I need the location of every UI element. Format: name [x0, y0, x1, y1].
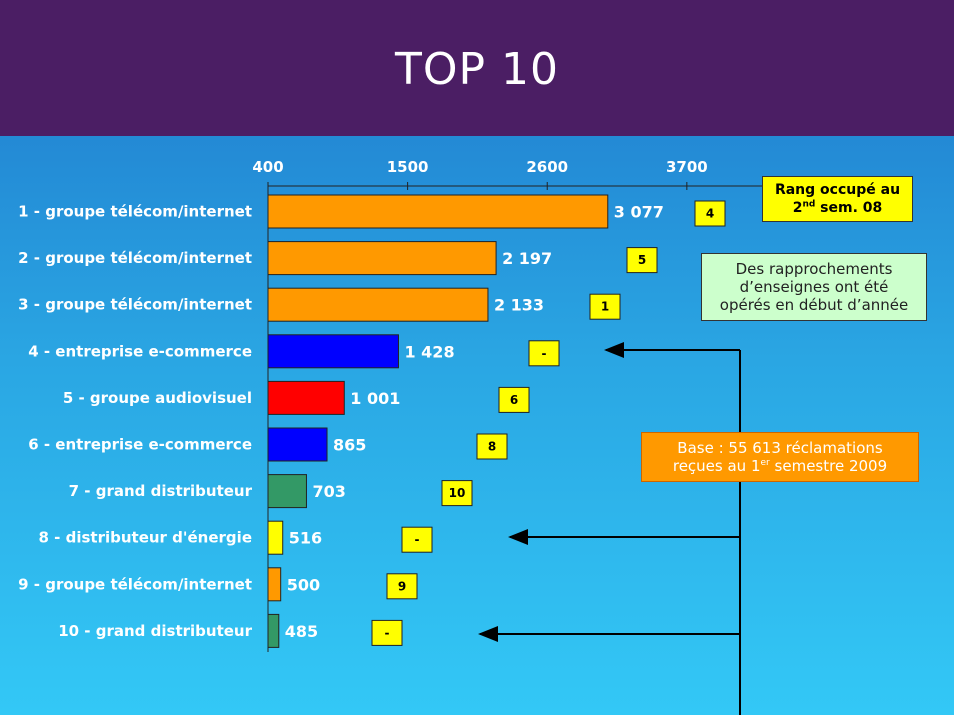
value-label: 1 428: [404, 342, 454, 361]
rank-header-box: Rang occupé au 2nd sem. 08: [762, 176, 913, 222]
bar: [267, 334, 399, 369]
base-line2: reçues au 1er semestre 2009: [672, 457, 888, 475]
bar: [267, 474, 307, 509]
rank-label: 4: [706, 207, 714, 221]
value-label: 703: [312, 482, 345, 501]
title-banner: TOP 10: [0, 0, 954, 136]
rank-label: -: [542, 346, 547, 360]
rank-badge: [589, 293, 621, 320]
rank-badge: [626, 247, 658, 274]
category-label: 10 - grand distributeur: [58, 622, 252, 640]
rank-badge: [401, 526, 433, 553]
rank-label: -: [385, 626, 390, 640]
rank-label: 9: [398, 579, 406, 593]
value-label: 500: [287, 575, 320, 594]
connector-arrows: [478, 342, 741, 715]
x-tick-label: 400: [252, 158, 283, 176]
rank-label: 5: [638, 253, 646, 267]
x-tick-label: 2600: [526, 158, 568, 176]
rank-label: 6: [510, 393, 518, 407]
base-line1: Base : 55 613 réclamations: [677, 439, 883, 457]
category-label: 6 - entreprise e-commerce: [28, 436, 252, 454]
bar: [267, 194, 609, 229]
value-label: 3 077: [614, 203, 664, 222]
category-label: 2 - groupe télécom/internet: [18, 249, 252, 267]
bar: [267, 287, 489, 322]
x-tick-label: 3700: [666, 158, 708, 176]
bar: [267, 241, 497, 276]
rank-badge: [498, 386, 530, 413]
rank-badge: [386, 573, 418, 600]
category-label: 4 - entreprise e-commerce: [28, 342, 252, 360]
rank-label: 10: [449, 486, 466, 500]
value-label: 865: [333, 436, 366, 455]
base-note-box: Base : 55 613 réclamations reçues au 1er…: [641, 432, 919, 482]
rank-label: 8: [488, 440, 496, 454]
value-label: 2 197: [502, 249, 552, 268]
rank-badge: [441, 480, 473, 507]
value-label: 1 001: [350, 389, 400, 408]
rank-badge: [371, 619, 403, 646]
bar: [267, 520, 284, 555]
note-line1: Des rapprochements: [735, 260, 893, 278]
rank-header-line1: Rang occupé au: [774, 182, 901, 198]
rank-label: -: [415, 533, 420, 547]
category-label: 5 - groupe audiovisuel: [63, 389, 252, 407]
bar: [267, 567, 282, 602]
rank-badge: [694, 200, 726, 227]
value-label: 516: [289, 529, 322, 548]
note-line2: d’enseignes ont été: [739, 278, 889, 296]
chart-title: TOP 10: [394, 44, 560, 95]
category-label: 1 - groupe télécom/internet: [18, 203, 252, 221]
x-tick-label: 1500: [387, 158, 429, 176]
rank-label: 1: [601, 300, 609, 314]
category-label: 8 - distributeur d'énergie: [39, 529, 253, 547]
bar: [267, 613, 280, 648]
rank-header-line2: 2nd sem. 08: [792, 199, 883, 216]
rank-badge: [528, 340, 560, 367]
rank-badge: [476, 433, 508, 460]
value-label: 2 133: [494, 296, 544, 315]
merger-note-box: Des rapprochements d’enseignes ont été o…: [701, 253, 927, 321]
value-label: 485: [285, 622, 318, 641]
bar: [267, 427, 328, 462]
bar: [267, 380, 345, 415]
category-label: 3 - groupe télécom/internet: [18, 296, 252, 314]
category-label: 9 - groupe télécom/internet: [18, 575, 252, 593]
note-line3: opérés en début d’année: [719, 296, 909, 314]
category-label: 7 - grand distributeur: [69, 482, 253, 500]
